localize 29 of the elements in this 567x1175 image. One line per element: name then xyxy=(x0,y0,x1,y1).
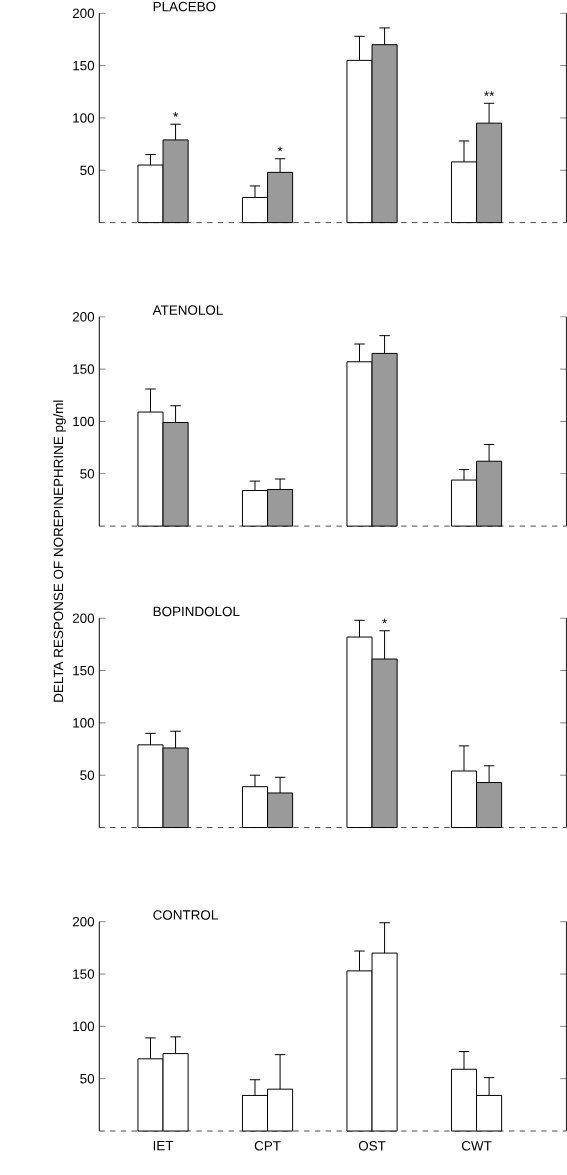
y-tick-label: 200 xyxy=(72,916,95,927)
y-tick-label: 150 xyxy=(73,969,95,979)
y-tick-label: 100 xyxy=(73,113,95,123)
x-tick-label: IET xyxy=(153,1141,174,1151)
x-tick-label: OST xyxy=(358,1141,386,1151)
x-tick-label: CPT xyxy=(254,1141,281,1151)
y-tick-label: 150 xyxy=(73,665,95,676)
y-tick-label: 50 xyxy=(80,1073,95,1084)
y-tick-label: 200 xyxy=(72,613,95,623)
y-tick-label: 50 xyxy=(80,469,95,479)
y-tick-label: 150 xyxy=(73,364,95,374)
annotation: * xyxy=(173,112,178,117)
annotation: * xyxy=(277,146,283,152)
y-tick-label: 150 xyxy=(73,60,95,71)
annotation: * xyxy=(382,618,388,624)
chart-title: PLACEBO xyxy=(153,1,216,12)
y-tick-label: 50 xyxy=(80,165,95,176)
y-axis-title: DELTA RESPONSE OF NOREPINEPHRINE pg/ml xyxy=(53,400,66,702)
chart-title: ATENOLOL xyxy=(152,305,223,315)
y-tick-label: 100 xyxy=(73,1021,95,1032)
y-tick-label: 200 xyxy=(72,312,95,322)
chart-title: CONTROL xyxy=(153,910,218,920)
chart-title: BOPINDOLOL xyxy=(153,606,240,617)
y-tick-label: 200 xyxy=(72,8,95,19)
y-tick-label: 100 xyxy=(73,416,95,427)
x-tick-label: CWT xyxy=(461,1141,492,1151)
y-tick-label: 100 xyxy=(73,718,95,728)
annotation: ** xyxy=(484,91,495,96)
y-tick-label: 50 xyxy=(80,770,95,780)
